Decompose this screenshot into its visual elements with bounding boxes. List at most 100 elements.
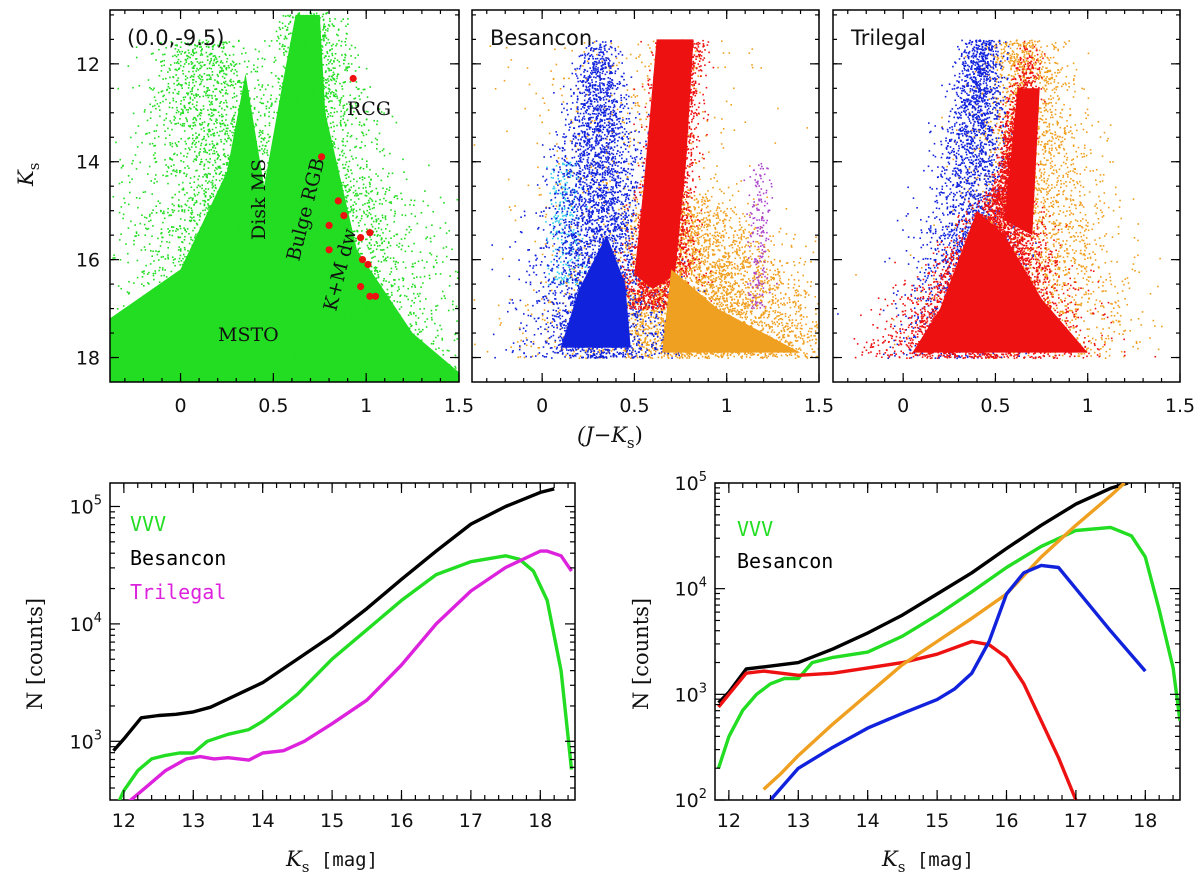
cmd-point	[288, 271, 290, 274]
cmd-point	[291, 197, 293, 200]
cmd-point	[340, 206, 343, 209]
cmd-point	[246, 66, 249, 68]
cmd-point	[175, 55, 178, 58]
cmd-point	[322, 64, 324, 66]
cmd-point	[206, 239, 208, 242]
cmd-point	[346, 343, 348, 346]
cmd-point	[205, 45, 208, 48]
cmd-point	[328, 216, 330, 219]
cmd-point	[241, 186, 244, 189]
cmd-point	[394, 266, 397, 268]
cmd-point	[282, 43, 284, 46]
cmd-point	[242, 185, 244, 188]
cmd-point	[289, 347, 291, 350]
cmd-point	[196, 169, 198, 172]
cmd-point	[303, 137, 305, 140]
cmd-point	[131, 178, 133, 180]
cmd-point	[286, 158, 289, 161]
cmd-point	[380, 332, 382, 335]
cmd-point	[211, 109, 213, 111]
cmd-point	[325, 79, 328, 81]
cmd-point	[388, 305, 390, 307]
cmd-point	[297, 363, 300, 366]
cmd-point	[192, 356, 194, 359]
cmd-point	[268, 296, 270, 298]
cmd-point	[268, 213, 271, 216]
cmd-point	[228, 278, 230, 280]
cmd-point	[261, 263, 263, 266]
cmd-point	[210, 67, 213, 70]
cmd-point	[330, 183, 333, 186]
cmd-point	[339, 374, 342, 377]
cmd-point	[209, 118, 211, 120]
cmd-point	[325, 64, 328, 66]
cmd-point	[292, 352, 295, 354]
cmd-point	[413, 199, 416, 202]
cmd-point	[223, 326, 226, 329]
cmd-point	[259, 288, 261, 290]
cmd-point	[291, 284, 293, 286]
cmd-point	[327, 235, 330, 238]
cmd-point	[154, 99, 157, 102]
cmd-point	[289, 45, 292, 48]
cmd-point	[180, 53, 182, 55]
cmd-point	[349, 149, 351, 152]
cmd-point	[226, 363, 228, 365]
cmd-point	[246, 217, 249, 219]
cmd-point	[301, 29, 304, 32]
cmd-point	[323, 98, 326, 101]
cmd-point	[273, 200, 275, 202]
cmd-point	[400, 192, 402, 195]
cmd-point	[234, 111, 237, 114]
cmd-point	[386, 336, 389, 338]
cmd-point	[246, 309, 249, 312]
cmd-point	[232, 246, 235, 249]
cmd-point	[275, 276, 278, 278]
cmd-point	[308, 196, 310, 199]
cmd-point	[225, 173, 227, 176]
cmd-point	[200, 276, 202, 279]
cmd-point	[209, 195, 211, 197]
cmd-point	[279, 179, 281, 181]
cmd-point	[302, 115, 305, 118]
cmd-point	[227, 204, 229, 206]
cmd-point	[307, 41, 310, 43]
cmd-point	[346, 184, 349, 186]
cmd-point	[340, 151, 343, 153]
cmd-point	[374, 137, 377, 140]
cmd-point	[174, 337, 176, 339]
cmd-point	[328, 157, 330, 159]
cmd-point	[171, 335, 174, 337]
cmd-point	[224, 332, 226, 335]
cmd-point	[201, 138, 204, 141]
cmd-point	[225, 99, 227, 102]
cmd-point	[231, 178, 233, 181]
cmd-point	[329, 137, 332, 140]
cmd-point	[184, 298, 186, 300]
cmd-point	[247, 129, 249, 131]
cmd-point	[127, 362, 129, 365]
cmd-point	[402, 346, 405, 349]
cmd-point	[250, 334, 252, 336]
cmd-point	[374, 307, 377, 310]
cmd-point	[221, 375, 223, 378]
cmd-point	[155, 59, 157, 61]
cmd-point	[189, 96, 192, 99]
cmd-point	[304, 38, 306, 41]
cmd-point	[187, 125, 190, 127]
cmd-point	[360, 217, 363, 220]
cmd-point	[312, 280, 315, 282]
cmd-point	[313, 87, 315, 90]
cmd-point	[213, 234, 216, 236]
cmd-point	[311, 23, 313, 25]
cmd-point	[296, 177, 299, 180]
cmd-point	[158, 294, 161, 296]
cmd-point	[218, 55, 221, 58]
cmd-point	[314, 252, 316, 254]
cmd-point	[378, 202, 381, 205]
cmd-point	[173, 164, 175, 166]
cmd-point	[214, 249, 217, 252]
cmd-point	[373, 244, 376, 246]
cmd-point	[186, 192, 188, 194]
cmd-point	[216, 60, 219, 63]
